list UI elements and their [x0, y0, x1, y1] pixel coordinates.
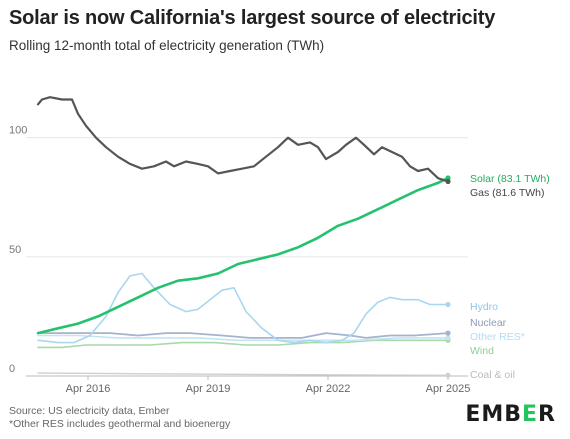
series-end-marker [445, 330, 451, 336]
end-label: Gas (81.6 TWh) [470, 187, 545, 199]
end-label: Nuclear [470, 317, 507, 329]
series-end-marker [445, 335, 451, 341]
series-end-marker [445, 178, 451, 185]
logo-pre: EMB [465, 402, 523, 427]
chart-title: Solar is now California's largest source… [9, 7, 496, 29]
x-tick-label: Apr 2022 [306, 383, 351, 395]
source-note: Source: US electricity data, Ember *Othe… [9, 405, 230, 431]
source-line: Source: US electricity data, Ember [9, 405, 170, 417]
ember-logo: EMBER [465, 402, 556, 427]
end-label: Coal & oil [470, 369, 515, 381]
series-line-coal-oil [37, 372, 449, 376]
series-line-other-res [37, 334, 449, 342]
y-tick-label: 0 [9, 363, 15, 375]
end-label: Solar (83.1 TWh) [470, 173, 550, 185]
logo-post: R [538, 402, 556, 427]
y-tick-label: 50 [9, 244, 21, 256]
series-line-wind [37, 339, 449, 349]
series-line-nuclear [37, 332, 449, 339]
series-line-solar [36, 176, 450, 335]
x-tick-label: Apr 2019 [186, 383, 231, 395]
footnote-line: *Other RES includes geothermal and bioen… [9, 418, 231, 430]
logo-accent: E [522, 402, 539, 427]
y-tick-label: 100 [9, 125, 27, 137]
end-label: Hydro [470, 301, 498, 313]
chart-subtitle: Rolling 12-month total of electricity ge… [9, 38, 325, 53]
series-line-hydro [37, 272, 449, 344]
series-line-gas [36, 96, 450, 183]
series-end-marker [445, 372, 451, 378]
series-end-marker [445, 175, 451, 181]
end-label: Other RES* [470, 331, 525, 343]
series-end-marker [445, 301, 451, 308]
x-tick-label: Apr 2016 [66, 383, 111, 395]
x-tick-label: Apr 2025 [426, 383, 471, 395]
end-label: Wind [470, 345, 494, 357]
